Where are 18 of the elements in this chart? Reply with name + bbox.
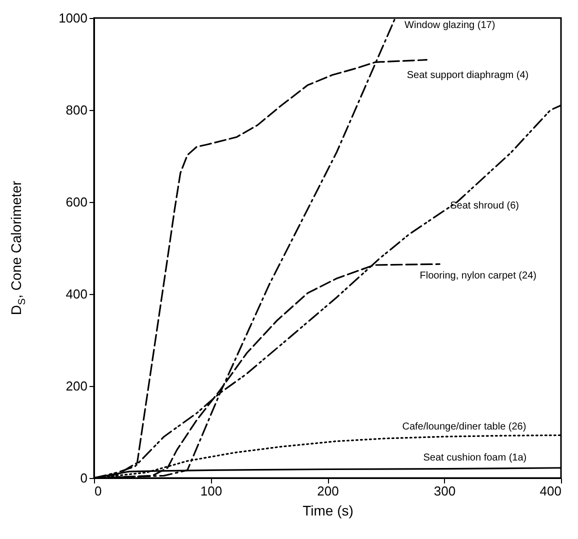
x-tick-label: 100	[200, 484, 222, 498]
series-label: Seat cushion foam (1a)	[423, 452, 527, 464]
x-tick-label: 0	[94, 484, 102, 498]
x-tick-label: 300	[434, 484, 456, 498]
x-tick-label: 400	[540, 484, 562, 498]
y-tick-label: 0	[80, 470, 88, 486]
x-tick-label: 200	[317, 484, 339, 498]
series-label: Window glazing (17)	[404, 20, 496, 31]
y-tick-label: 400	[66, 286, 88, 302]
series-label: Cafe/lounge/diner table (26)	[402, 421, 526, 432]
series-label: Seat shroud (6)	[450, 200, 520, 212]
series-label: Seat support diaphragm (4)	[406, 70, 529, 82]
y-tick-label: 1000	[58, 10, 88, 26]
y-tick-label: 600	[66, 194, 88, 210]
x-axis-title: Time (s)	[302, 502, 354, 518]
y-tick-label: 200	[66, 378, 88, 394]
y-tick-label: 800	[66, 102, 88, 118]
series-label: Flooring, nylon carpet (24)	[420, 270, 536, 282]
